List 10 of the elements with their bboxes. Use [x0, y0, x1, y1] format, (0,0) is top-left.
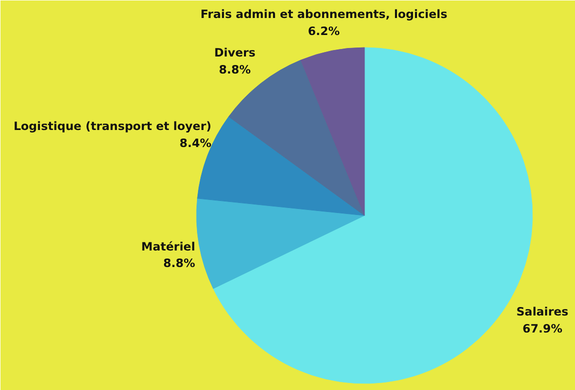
- data-label: 8.8%: [163, 256, 196, 270]
- slice-label: Matériel: [141, 239, 196, 254]
- data-label: 8.4%: [179, 136, 212, 150]
- data-label: 6.2%: [308, 24, 340, 38]
- slice-label: Divers: [214, 45, 256, 60]
- slice-label: Logistique (transport et loyer): [14, 119, 212, 134]
- slice-label: Salaires: [516, 304, 569, 319]
- data-label: 8.8%: [218, 62, 252, 76]
- slice-label: Frais admin et abonnements, logiciels: [200, 7, 448, 22]
- data-label: 67.9%: [522, 321, 563, 336]
